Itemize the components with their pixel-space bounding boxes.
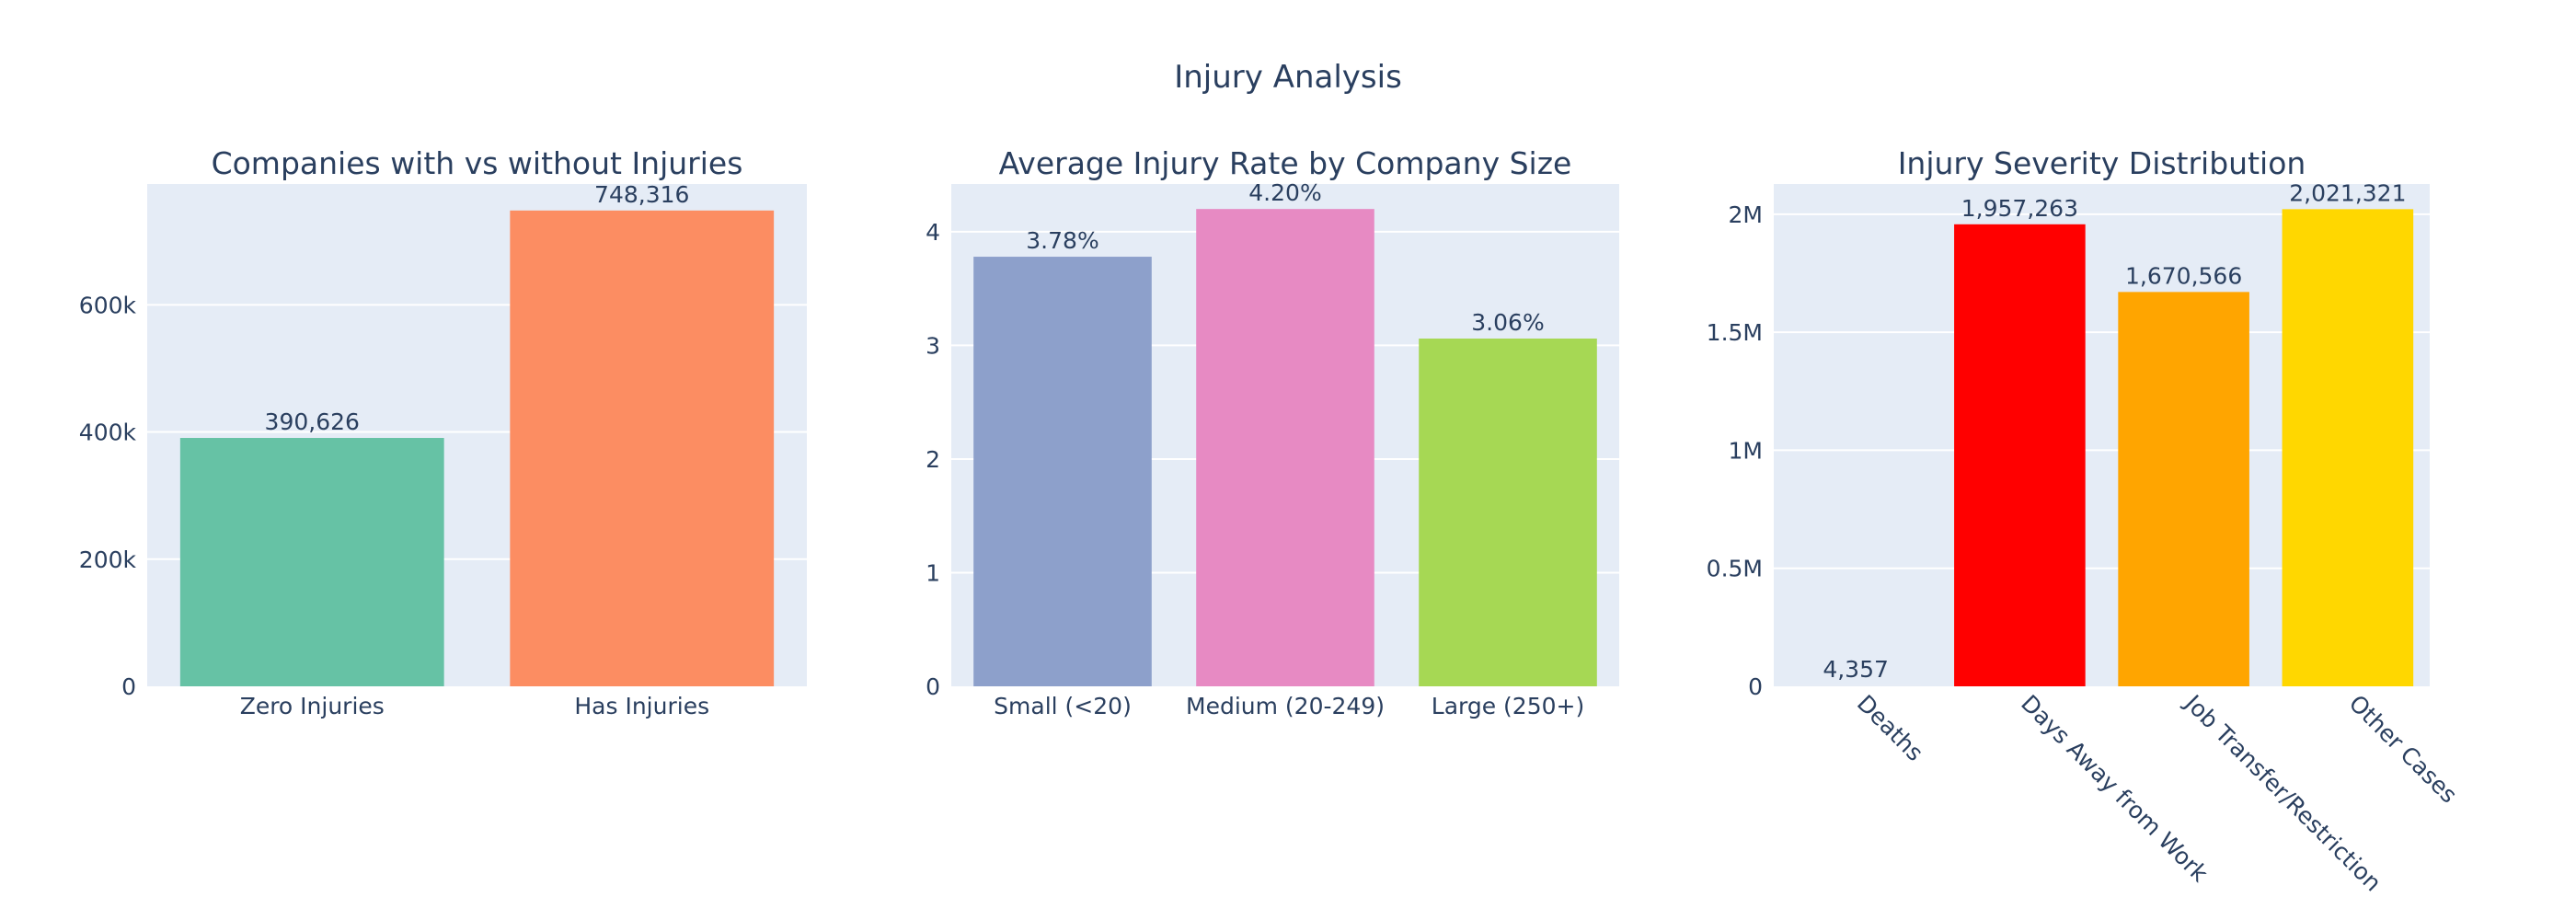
y-tick-label: 0: [1748, 673, 1763, 700]
bar-value-label: 1,670,566: [2125, 262, 2242, 289]
y-tick-label: 400k: [79, 420, 137, 446]
y-tick-label: 0.5M: [1707, 556, 1763, 582]
bar-value-label: 4,357: [1823, 656, 1889, 683]
x-tick-label: Days Away from Work: [2016, 690, 2214, 888]
y-tick-label: 3: [926, 332, 940, 359]
bar: [1789, 684, 1922, 686]
bar: [2282, 209, 2414, 686]
bar: [510, 210, 775, 686]
bar-value-label: 2,021,321: [2289, 179, 2406, 206]
bar: [1419, 339, 1597, 686]
bar: [973, 257, 1152, 686]
subplot-title-3: Injury Severity Distribution: [1898, 145, 2306, 181]
bar-value-label: 3.06%: [1471, 309, 1544, 336]
y-tick-label: 1.5M: [1707, 319, 1763, 346]
figure-title: Injury Analysis: [1174, 59, 1402, 96]
y-tick-label: 4: [926, 219, 940, 246]
y-tick-label: 1: [926, 559, 940, 586]
x-tick-label: Other Cases: [2344, 690, 2463, 809]
y-tick-label: 2M: [1729, 201, 1763, 228]
y-tick-label: 2: [926, 446, 940, 473]
bar-value-label: 3.78%: [1026, 227, 1098, 254]
x-tick-label: Zero Injuries: [240, 693, 385, 719]
bar: [2118, 292, 2249, 686]
subplot-title-1: Companies with vs without Injuries: [212, 145, 743, 181]
subplot-title-2: Average Injury Rate by Company Size: [999, 145, 1572, 181]
x-tick-label: Large (250+): [1432, 693, 1584, 719]
bar-value-label: 748,316: [594, 181, 689, 208]
bar: [179, 438, 444, 686]
bar-value-label: 1,957,263: [1961, 195, 2078, 222]
y-tick-label: 600k: [79, 292, 137, 318]
bar: [1954, 224, 2086, 686]
y-tick-label: 1M: [1729, 437, 1763, 464]
x-tick-label: Has Injuries: [574, 693, 709, 719]
x-tick-label: Small (<20): [994, 693, 1132, 719]
bar-value-label: 390,626: [265, 408, 360, 435]
y-tick-label: 0: [121, 673, 136, 700]
x-tick-label: Medium (20-249): [1186, 693, 1385, 719]
bar-value-label: 4.20%: [1248, 179, 1321, 206]
y-tick-label: 0: [926, 673, 940, 700]
x-tick-label: Deaths: [1852, 690, 1928, 766]
bar: [1196, 209, 1374, 687]
y-tick-label: 200k: [79, 546, 137, 573]
